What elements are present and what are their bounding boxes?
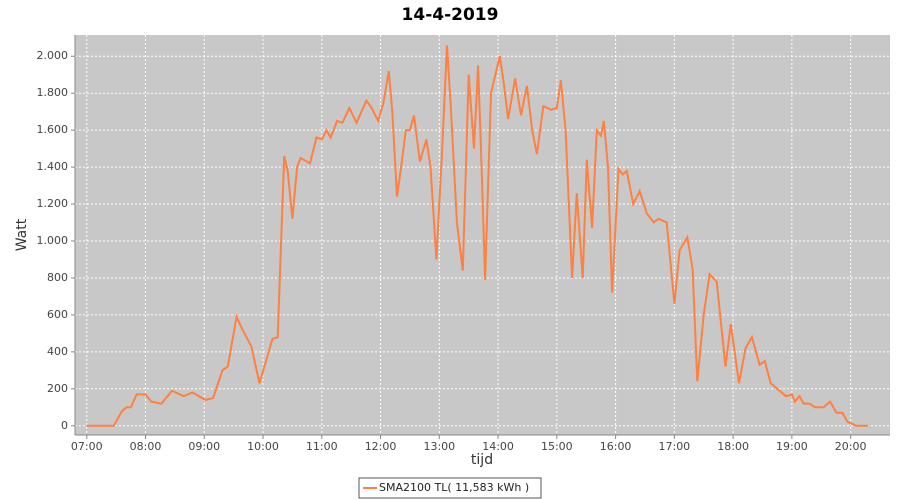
x-axis-label: tijd — [471, 452, 493, 468]
y-tick-label: 1.200 — [37, 197, 69, 210]
y-tick-label: 1.600 — [37, 123, 69, 136]
x-tick-label: 17:00 — [658, 440, 690, 453]
x-tick-label: 19:00 — [776, 440, 808, 453]
x-tick-label: 12:00 — [365, 440, 397, 453]
x-tick-label: 15:00 — [541, 440, 573, 453]
y-tick-label: 400 — [47, 345, 68, 358]
x-tick-label: 11:00 — [306, 440, 338, 453]
y-tick-label: 1.800 — [37, 86, 69, 99]
x-tick-label: 08:00 — [130, 440, 162, 453]
x-tick-label: 14:00 — [482, 440, 514, 453]
x-tick-label: 18:00 — [717, 440, 749, 453]
x-tick-label: 13:00 — [423, 440, 455, 453]
x-tick-label: 09:00 — [188, 440, 220, 453]
y-tick-label: 1.400 — [37, 160, 69, 173]
y-tick-label: 1.000 — [37, 234, 69, 247]
x-tick-label: 20:00 — [835, 440, 867, 453]
y-axis-label: Watt — [14, 218, 30, 251]
y-tick-label: 2.000 — [37, 49, 69, 62]
y-tick-label: 800 — [47, 271, 68, 284]
y-tick-label: 0 — [61, 419, 68, 432]
chart-title: 14-4-2019 — [402, 5, 499, 25]
series-line — [86, 45, 869, 427]
y-tick-label: 600 — [47, 308, 68, 321]
y-tick-label: 200 — [47, 382, 68, 395]
plot-area — [75, 35, 890, 435]
legend-box — [358, 477, 542, 499]
legend-label: SMA2100 TL( 11,583 kWh ) — [379, 481, 529, 494]
x-tick-label: 07:00 — [71, 440, 103, 453]
x-tick-label: 16:00 — [600, 440, 632, 453]
x-tick-label: 10:00 — [247, 440, 279, 453]
